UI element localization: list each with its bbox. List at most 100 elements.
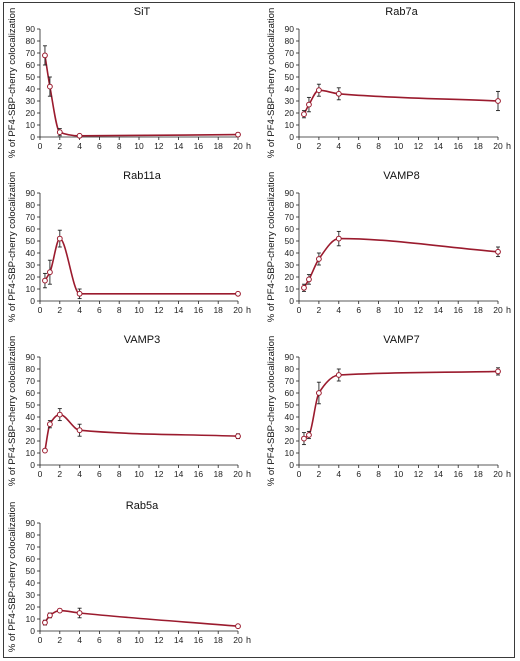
y-tick-label: 40 xyxy=(285,248,295,258)
y-tick-label: 0 xyxy=(289,296,294,306)
y-tick-label: 50 xyxy=(26,400,36,410)
y-tick-label: 30 xyxy=(26,590,36,600)
data-point xyxy=(495,248,501,255)
x-tick-label: 0 xyxy=(38,469,43,479)
chart-panel-vamp3: VAMP3 % of PF4-SBP-cherry colocalization 0… xyxy=(7,334,251,486)
data-point xyxy=(306,276,312,283)
x-tick-label: 6 xyxy=(356,305,361,315)
x-tick-label: 20 xyxy=(233,141,243,151)
y-tick-label: 80 xyxy=(285,364,295,374)
y-tick-label: 60 xyxy=(285,388,295,398)
y-tick-label: 50 xyxy=(285,236,295,246)
series-line xyxy=(44,237,238,295)
y-axis-label: % of PF4-SBP-cherry colocalization xyxy=(266,172,277,322)
x-tick-label: 20 xyxy=(493,305,503,315)
y-tick-label: 30 xyxy=(285,424,295,434)
x-tick-label: 16 xyxy=(194,305,204,315)
y-tick-label: 50 xyxy=(26,566,36,576)
x-tick-label: 6 xyxy=(97,635,102,645)
x-tick-label: 18 xyxy=(473,141,483,151)
y-axis-label: % of PF4-SBP-cherry colocalization xyxy=(266,336,277,486)
x-tick-label: 8 xyxy=(376,305,381,315)
y-tick-label: 0 xyxy=(30,460,35,470)
x-tick-label: 10 xyxy=(134,305,144,315)
data-point xyxy=(316,256,322,262)
x-tick-label: 10 xyxy=(134,141,144,151)
x-tick-label: 14 xyxy=(434,141,444,151)
data-point xyxy=(76,132,83,139)
y-tick-label: 40 xyxy=(26,248,36,258)
x-tick-label: 0 xyxy=(297,141,302,151)
x-unit-label: h xyxy=(506,305,511,315)
x-tick-label: 20 xyxy=(233,635,243,645)
x-tick-label: 12 xyxy=(154,635,164,645)
x-tick-label: 2 xyxy=(57,305,62,315)
y-tick-label: 0 xyxy=(30,132,35,142)
data-point xyxy=(56,129,63,136)
series-line xyxy=(44,413,239,451)
y-tick-label: 0 xyxy=(30,296,35,306)
x-tick-label: 8 xyxy=(117,635,122,645)
x-tick-label: 6 xyxy=(97,141,102,151)
y-tick-label: 70 xyxy=(26,376,36,386)
x-tick-label: 14 xyxy=(174,635,184,645)
x-tick-label: 2 xyxy=(317,469,322,479)
x-tick-label: 18 xyxy=(213,469,223,479)
y-tick-label: 20 xyxy=(285,436,295,446)
y-tick-label: 20 xyxy=(26,602,36,612)
series-line xyxy=(44,609,239,627)
y-tick-label: 70 xyxy=(285,212,295,222)
y-tick-label: 60 xyxy=(26,388,36,398)
y-tick-label: 30 xyxy=(26,96,36,106)
x-unit-label: h xyxy=(246,305,251,315)
y-tick-label: 10 xyxy=(26,120,36,130)
x-tick-label: 0 xyxy=(297,305,302,315)
chart-panel-rab11a: Rab11a % of PF4-SBP-cherry colocalization… xyxy=(7,170,251,322)
chart-panel-rab7a: Rab7a % of PF4-SBP-cherry colocalization 0… xyxy=(266,6,511,158)
x-tick-label: 4 xyxy=(336,469,341,479)
x-tick-label: 12 xyxy=(414,469,424,479)
x-tick-label: 4 xyxy=(336,305,341,315)
x-tick-label: 2 xyxy=(57,141,62,151)
y-tick-label: 40 xyxy=(26,84,36,94)
data-point xyxy=(76,427,83,434)
x-tick-label: 16 xyxy=(194,635,204,645)
y-tick-label: 60 xyxy=(285,224,295,234)
x-tick-label: 4 xyxy=(77,305,82,315)
data-point xyxy=(47,421,53,428)
x-tick-label: 6 xyxy=(356,469,361,479)
x-unit-label: h xyxy=(506,141,511,151)
x-tick-label: 16 xyxy=(194,469,204,479)
data-point xyxy=(335,235,342,242)
y-tick-label: 30 xyxy=(26,260,36,270)
data-point xyxy=(316,390,322,396)
y-tick-label: 90 xyxy=(285,188,295,198)
data-point xyxy=(235,290,241,297)
data-point xyxy=(56,235,63,242)
y-tick-label: 60 xyxy=(285,60,295,70)
data-point xyxy=(306,101,312,108)
x-tick-label: 6 xyxy=(356,141,361,151)
chart-title: VAMP8 xyxy=(383,170,419,182)
x-tick-label: 4 xyxy=(336,141,341,151)
y-tick-label: 10 xyxy=(26,284,36,294)
y-tick-label: 10 xyxy=(26,614,36,624)
y-tick-label: 60 xyxy=(26,224,36,234)
y-tick-label: 50 xyxy=(285,72,295,82)
chart-panel-rab5a: Rab5a % of PF4-SBP-cherry colocalization 0… xyxy=(7,500,251,652)
x-tick-label: 10 xyxy=(394,469,404,479)
data-point xyxy=(47,83,53,90)
y-axis-label: % of PF4-SBP-cherry colocalization xyxy=(7,172,18,322)
data-point xyxy=(335,90,342,97)
x-tick-label: 2 xyxy=(317,305,322,315)
x-tick-label: 20 xyxy=(233,469,243,479)
x-tick-label: 0 xyxy=(38,635,43,645)
x-tick-label: 8 xyxy=(117,141,122,151)
x-unit-label: h xyxy=(246,635,251,645)
x-tick-label: 14 xyxy=(434,305,444,315)
chart-title: Rab11a xyxy=(123,170,162,182)
x-tick-label: 14 xyxy=(174,469,184,479)
x-tick-label: 14 xyxy=(434,469,444,479)
data-point xyxy=(301,111,307,118)
